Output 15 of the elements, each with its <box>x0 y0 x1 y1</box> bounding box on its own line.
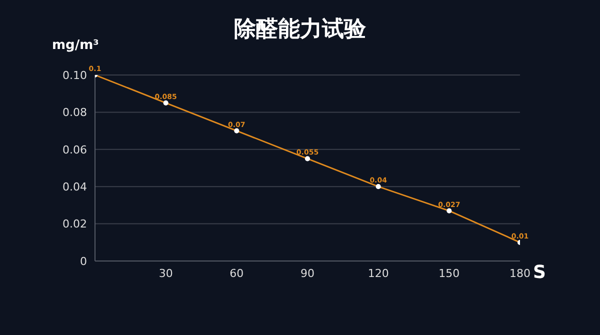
y-tick-label: 0 <box>80 254 87 268</box>
x-tick-label: 120 <box>368 266 389 280</box>
y-tick-label: 0.08 <box>62 106 87 120</box>
x-axis-title: S <box>533 262 546 283</box>
chart-title: 除醛能力试验 <box>234 17 366 42</box>
x-tick-label: 60 <box>230 266 244 280</box>
y-tick-label: 0.06 <box>62 143 87 156</box>
y-tick-label: 0.10 <box>62 68 87 82</box>
x-tick-label: 30 <box>158 266 173 280</box>
x-tick-label: 180 <box>510 266 530 280</box>
y-axis-title: mg/m³ <box>52 38 99 53</box>
y-tick-label: 0.04 <box>62 180 87 194</box>
x-tick-label: 90 <box>300 266 314 280</box>
x-tick-label: 150 <box>438 266 460 280</box>
y-tick-label: 0.02 <box>62 218 87 231</box>
